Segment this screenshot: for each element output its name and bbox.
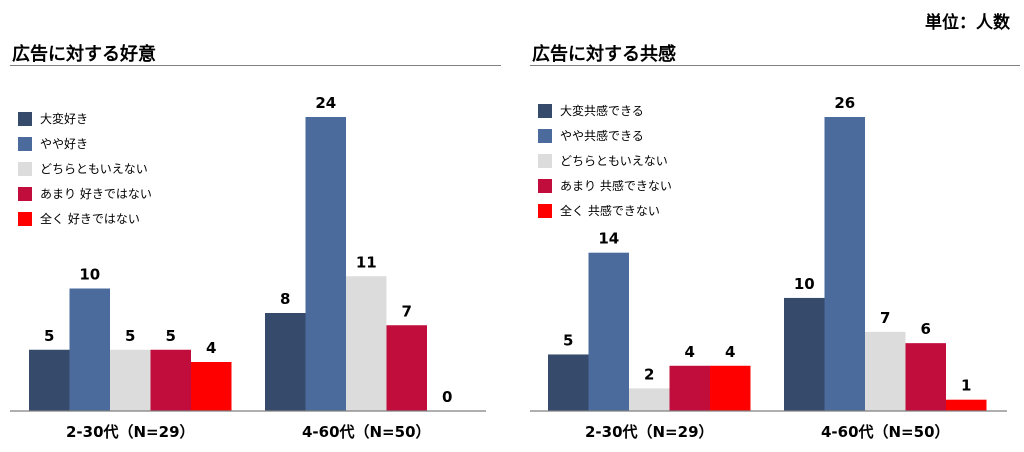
legend-label: 全く 好きではない [40,212,140,226]
legend-label: やや好き [40,137,89,151]
legend-label: あまり 共感できない [560,179,672,193]
bar [629,388,670,411]
data-label: 5 [563,331,573,349]
bar [710,365,751,411]
legend-swatch [538,103,552,118]
bar [110,349,151,411]
chart-title: 広告に対する共感 [532,44,676,65]
bar [905,343,946,411]
legend-swatch [18,136,32,151]
bar [305,117,346,411]
legend-label: 大変共感できる [560,104,644,118]
bar [824,117,865,411]
chart-liking: 広告に対する好意 大変好きやや好きどちらともいえない あまり 好きではない 全く 好… [10,38,502,448]
data-label: 11 [356,253,377,271]
bar [265,313,306,411]
legend-swatch [538,203,552,218]
legend-item: やや好き [18,131,152,156]
legend-label: どちらともいえない [40,162,148,176]
title-rule [10,65,501,66]
chart-empathy: 広告に対する共感 大変共感できる やや共感できるどちらともいえない あまり 共感でき… [530,38,1022,448]
legend: 大変好きやや好きどちらともいえない あまり 好きではない 全く 好きではない [18,106,152,231]
category-label: 4-60代（N=50） [821,423,950,441]
bar [865,331,906,411]
legend-swatch [538,128,552,143]
data-label: 1 [961,377,971,395]
bar [191,362,232,411]
data-label: 2 [644,365,654,383]
legend-swatch [18,211,32,226]
chart-title: 広告に対する好意 [12,44,156,65]
legend-swatch [18,111,32,126]
legend: 大変共感できる やや共感できるどちらともいえない あまり 共感できない 全く 共感でき… [538,98,672,223]
category-label: 2-30代（N=29） [585,423,714,441]
bar [669,365,710,411]
bar [946,399,987,411]
data-label: 7 [880,309,890,327]
bar [548,354,589,411]
legend-label: 大変好き [40,112,89,126]
legend-swatch [18,161,32,176]
bar [784,297,825,411]
legend-item: 大変共感できる [538,98,672,123]
bar-plot: 5 14 2 4 4 2-30代（N=29） 10 26 7 6 1 4-60代（N=50） [530,94,1007,441]
bar-plot: 5 10 5 5 4 2-30代（N=29） 8 24 11 7 0 4-60代（N=50） [10,94,486,441]
legend-swatch [538,153,552,168]
title-rule [530,65,1020,66]
data-label: 24 [315,94,336,112]
legend-item: どちらともいえない [538,148,672,173]
data-label: 4 [685,343,695,361]
data-label: 4 [725,343,735,361]
legend-item: どちらともいえない [18,156,152,181]
legend-item: あまり 共感できない [538,173,672,198]
legend-label: やや共感できる [560,129,644,143]
category-label: 4-60代（N=50） [302,423,431,441]
data-label: 10 [794,275,815,293]
bar [386,325,427,411]
data-label: 5 [166,327,176,345]
data-label: 14 [598,230,619,248]
data-label: 10 [79,266,100,284]
bar [150,349,191,411]
data-label: 0 [442,388,452,406]
category-label: 2-30代（N=29） [66,423,195,441]
legend-swatch [538,178,552,193]
bar [29,349,70,411]
legend-item: やや共感できる [538,123,672,148]
legend-item: 全く 共感できない [538,198,672,223]
legend-item: 全く 好きではない [18,206,152,231]
data-label: 4 [206,339,216,357]
bar [346,276,387,411]
legend-label: あまり 好きではない [40,187,152,201]
data-label: 8 [280,290,290,308]
data-label: 5 [125,327,135,345]
data-label: 7 [402,302,412,320]
bar [588,252,629,411]
unit-label: 単位：人数 [925,13,1010,33]
legend-label: 全く 共感できない [560,204,660,218]
legend-swatch [18,186,32,201]
data-label: 5 [44,327,54,345]
data-label: 26 [834,94,855,112]
legend-item: 大変好き [18,106,152,131]
bar [69,288,110,411]
data-label: 6 [921,320,931,338]
legend-item: あまり 好きではない [18,181,152,206]
legend-label: どちらともいえない [560,154,668,168]
